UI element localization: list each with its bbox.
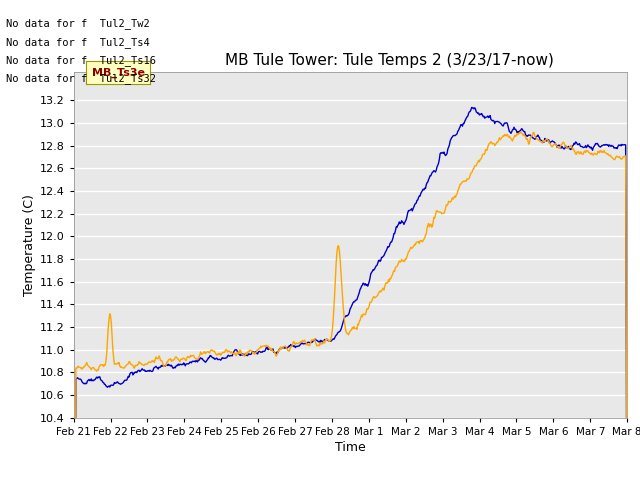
Tul2_Ts-8 [517, 129, 525, 135]
Line: Tul2_Ts-2: Tul2_Ts-2 [74, 108, 627, 480]
Text: No data for f  Tul2_Ts4: No data for f Tul2_Ts4 [6, 36, 150, 48]
Line: Tul2_Ts-8: Tul2_Ts-8 [74, 132, 627, 480]
Tul2_Ts-2 [137, 368, 145, 373]
Y-axis label: Temperature (C): Temperature (C) [22, 194, 36, 296]
Tul2_Ts-8 [434, 209, 442, 215]
Tul2_Ts-2 [434, 162, 442, 168]
Tul2_Ts-2 [468, 105, 476, 110]
Text: MB_Ts3e: MB_Ts3e [92, 67, 145, 78]
Tul2_Ts-2 [193, 358, 200, 364]
Text: No data for f  Tul2_Ts32: No data for f Tul2_Ts32 [6, 73, 156, 84]
Tul2_Ts-8 [193, 356, 200, 362]
Tul2_Ts-2 [80, 381, 88, 386]
Tul2_Ts-2 [418, 189, 426, 195]
Tul2_Ts-2 [222, 355, 230, 361]
Tul2_Ts-8 [222, 347, 230, 352]
X-axis label: Time: Time [335, 441, 366, 454]
Tul2_Ts-8 [80, 364, 88, 370]
Tul2_Ts-8 [137, 360, 145, 366]
Text: No data for f  Tul2_Tw2: No data for f Tul2_Tw2 [6, 18, 150, 29]
Title: MB Tule Tower: Tule Temps 2 (3/23/17-now): MB Tule Tower: Tule Temps 2 (3/23/17-now… [225, 53, 554, 68]
Tul2_Ts-8 [418, 238, 426, 243]
Text: No data for f  Tul2_Ts16: No data for f Tul2_Ts16 [6, 55, 156, 66]
